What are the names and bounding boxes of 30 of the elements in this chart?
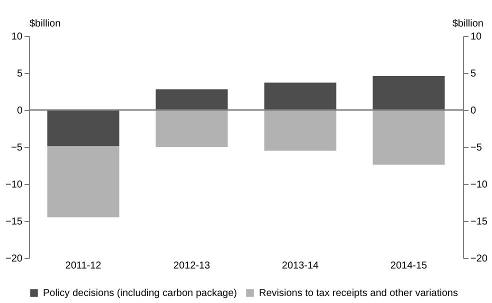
y2-tick-label: 0 xyxy=(470,106,476,116)
bar xyxy=(156,110,228,147)
y-tick-label: −5 xyxy=(11,142,23,154)
legend-label: Policy decisions (including carbon package) xyxy=(43,288,237,299)
y2-tick-label: −15 xyxy=(470,216,488,228)
y-tick-label: 0 xyxy=(16,106,23,116)
bar xyxy=(47,146,120,218)
y2-tick-label: −5 xyxy=(470,142,482,154)
y-tick-label: −15 xyxy=(6,216,23,228)
x-tick-label: 2012-13 xyxy=(173,260,211,272)
bar xyxy=(372,110,445,165)
y2-tick-label: −10 xyxy=(470,180,488,190)
y-tick-label: −20 xyxy=(6,254,23,264)
y2-tick-label: −20 xyxy=(470,254,488,264)
x-tick-label: 2011-12 xyxy=(65,260,102,272)
bar xyxy=(47,110,120,146)
y-tick-label: 10 xyxy=(11,32,23,42)
y-tick-label: −10 xyxy=(6,180,23,190)
y2-tick-label: 10 xyxy=(470,32,482,42)
bar xyxy=(264,82,336,110)
x-tick-label: 2013-14 xyxy=(282,260,320,272)
y-axis-title: $billion xyxy=(30,18,61,30)
legend-label: Revisions to tax receipts and other variations xyxy=(259,288,458,299)
bar xyxy=(372,76,445,110)
y-tick-label: 5 xyxy=(16,68,23,80)
x-tick-label: 2014-15 xyxy=(390,260,428,272)
bar xyxy=(156,89,228,110)
y2-axis-title: $billion xyxy=(452,18,484,30)
bar xyxy=(264,110,336,151)
y2-tick-label: 5 xyxy=(470,68,476,80)
